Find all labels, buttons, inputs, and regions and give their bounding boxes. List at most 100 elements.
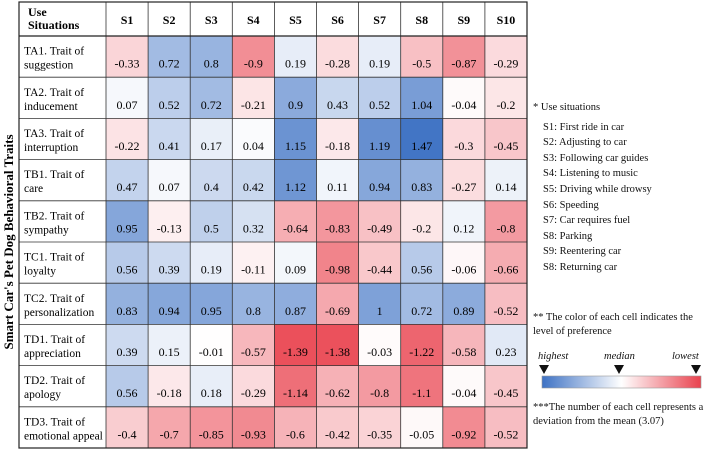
cell-value: -0.29 [493,57,518,71]
column-header-S7: S7 [373,13,386,27]
heatmap-cell [400,406,443,448]
cell-value: 0.9 [288,98,303,112]
heatmap-cell [442,283,485,325]
marker-highest-icon [539,365,549,374]
heatmap-cell [148,200,191,242]
y-axis-title: Smart Car's Pet Dog Behavioral Traits [1,134,16,349]
cell-value: 0.43 [327,98,348,112]
column-header-S10: S10 [497,13,516,27]
heatmap-cell [442,365,485,407]
legend-item-8: S8: Parking [543,230,593,242]
heatmap-cell [274,324,317,366]
cell-value: -0.03 [367,345,392,359]
heatmap-cell [148,36,191,78]
cell-value: -0.22 [115,139,140,153]
cell-value: 0.39 [117,345,138,359]
column-header-S1: S1 [121,13,134,27]
cell-value: -0.8 [496,221,515,235]
heatmap-cell [400,77,443,119]
heatmap-cell [274,77,317,119]
heatmap-cell [232,159,275,201]
heatmap-cell [316,242,359,284]
row-label-code: TA3. Trait of [24,128,84,140]
legend-item-7: S7: Car requires fuel [543,215,631,227]
cell-value: 0.52 [369,98,390,112]
heatmap-cell [358,283,401,325]
cell-value: 0.39 [159,263,180,277]
marker-lowest-icon [691,365,701,374]
cell-value: 0.04 [243,139,264,153]
heatmap-cell [274,159,317,201]
heatmap-cell [106,283,149,325]
heatmap-cell [190,324,233,366]
heatmap-cell [442,118,485,160]
cell-value: 0.5 [204,221,219,235]
cell-value: -0.49 [367,221,392,235]
cell-value: -0.93 [241,427,266,441]
heatmap-cell [106,406,149,448]
heatmap-cell [484,36,527,78]
heatmap-chart: Smart Car's Pet Dog Behavioral Traits Use… [1,1,528,449]
cell-value: -0.92 [451,427,476,441]
legend-item-3: S3: Following car guides [543,152,649,164]
row-label-code: TD2. Trait of [24,375,85,387]
cell-value: -1.22 [409,345,434,359]
heatmap-cell [358,200,401,242]
heatmap-cell [274,283,317,325]
cell-value: 0.19 [201,263,222,277]
cell-value: 0.52 [159,98,180,112]
cell-value: -0.8 [370,386,389,400]
row-label-name: emotional appeal [24,430,103,442]
legend-title: * Use situations [533,102,601,113]
heatmap-cell [358,118,401,160]
cell-value: 0.94 [159,304,180,318]
heatmap-cell [358,324,401,366]
heatmap-cell [148,159,191,201]
scale-label-highest: highest [538,351,569,362]
cell-value: 0.42 [243,180,264,194]
heatmap-cell [274,365,317,407]
cell-value: -0.3 [454,139,473,153]
heatmap-cell [358,159,401,201]
heatmap-cell [190,200,233,242]
cell-value: -0.9 [244,57,263,71]
cell-value: 0.56 [117,263,138,277]
heatmap-cell [274,406,317,448]
cell-value: -0.52 [493,304,518,318]
heatmap-cell [442,200,485,242]
row-label-name: inducement [24,101,78,113]
cell-value: 0.12 [453,221,474,235]
cell-value: 0.72 [411,304,432,318]
row-label-code: TC1. Trait of [24,252,85,264]
cell-value: 0.15 [159,345,180,359]
heatmap-cell [442,36,485,78]
cell-value: 0.56 [117,386,138,400]
cell-value: 1 [377,304,383,318]
cell-value: -0.04 [451,98,476,112]
heatmap-cell [442,77,485,119]
cell-value: -0.35 [367,427,392,441]
heatmap-cell [484,77,527,119]
table-border [18,1,528,449]
heatmap-cell [190,36,233,78]
heatmap-cell [106,242,149,284]
scale-label-lowest: lowest [672,351,699,362]
cell-value: -0.66 [493,263,518,277]
cell-value: -0.11 [241,263,266,277]
cell-value: -0.45 [493,139,518,153]
cell-value: -0.42 [325,427,350,441]
cell-value: 0.89 [453,304,474,318]
cell-value: 0.11 [327,180,348,194]
row-label-code: TD1. Trait of [24,334,85,346]
marker-median-icon [614,365,624,374]
number-note: ***The number of each cell represents a … [533,402,704,427]
heatmap-cell [400,365,443,407]
cell-value: -0.85 [199,427,224,441]
cell-value: 1.19 [369,139,390,153]
heatmap-cell [106,36,149,78]
cell-value: 0.19 [285,57,306,71]
cell-value: 0.23 [495,345,516,359]
heatmap-cell [232,200,275,242]
heatmap-cell [316,159,359,201]
heatmap-cell [358,36,401,78]
